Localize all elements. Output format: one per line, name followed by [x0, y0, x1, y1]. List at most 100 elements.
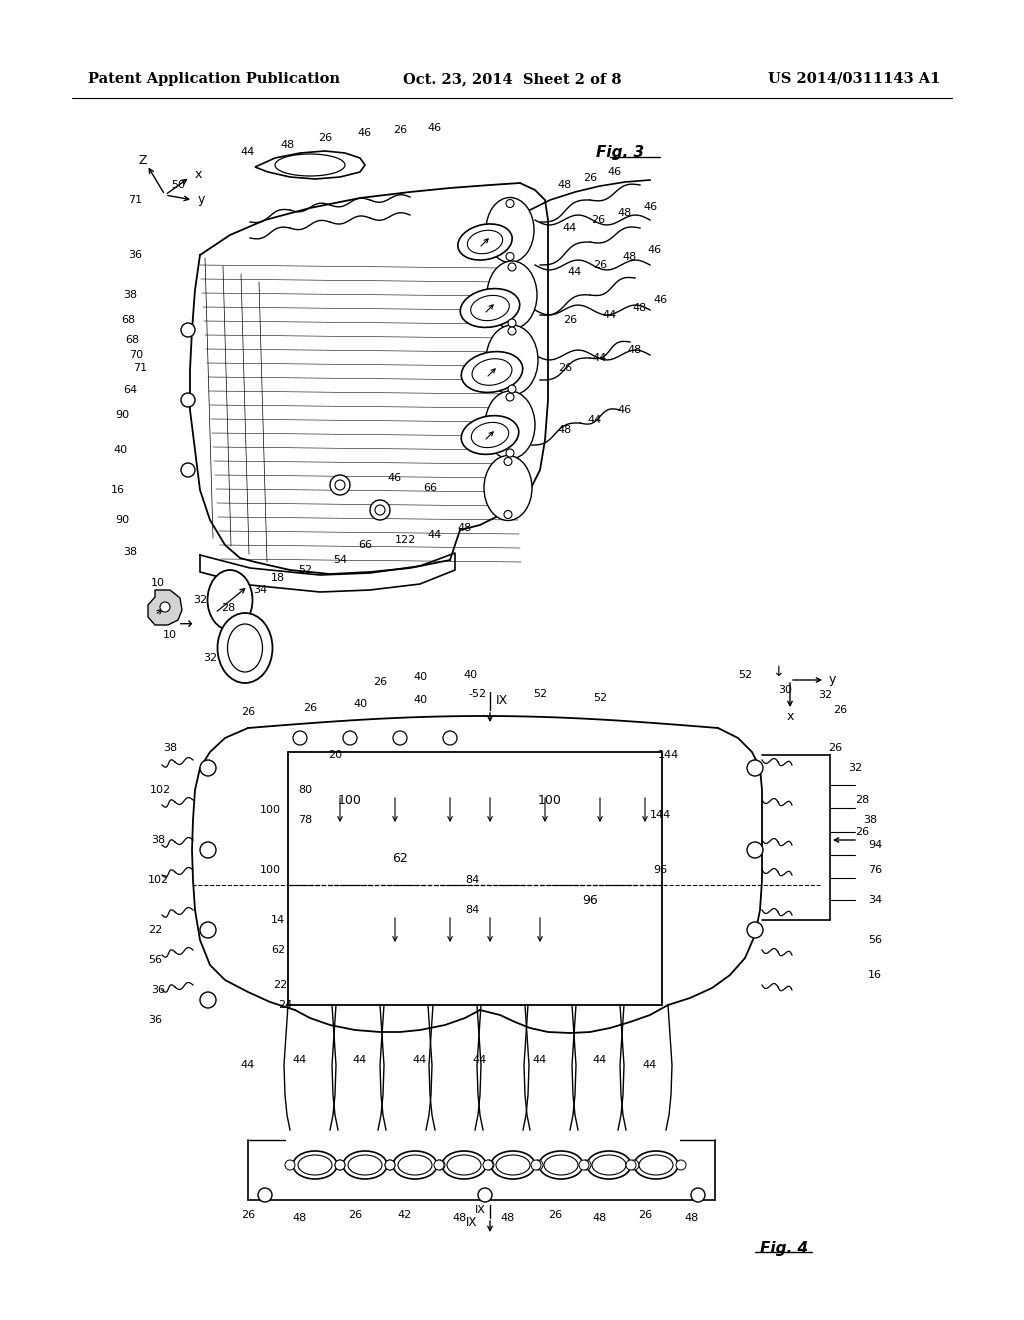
Text: 56: 56	[868, 935, 882, 945]
Text: 90: 90	[115, 515, 129, 525]
Ellipse shape	[544, 1155, 578, 1175]
Ellipse shape	[490, 1151, 535, 1179]
Text: 46: 46	[617, 405, 632, 414]
Text: x: x	[786, 710, 794, 723]
Text: 48: 48	[453, 1213, 467, 1224]
Circle shape	[508, 385, 516, 393]
Text: 44: 44	[413, 1055, 427, 1065]
Text: x: x	[195, 169, 203, 181]
Circle shape	[506, 252, 514, 260]
Text: 50: 50	[171, 180, 185, 190]
Circle shape	[746, 760, 763, 776]
Ellipse shape	[472, 359, 512, 385]
Text: 52: 52	[532, 689, 547, 700]
Text: 100: 100	[538, 793, 562, 807]
Text: 48: 48	[623, 252, 637, 261]
Ellipse shape	[634, 1151, 678, 1179]
Ellipse shape	[471, 296, 509, 321]
Text: 38: 38	[163, 743, 177, 752]
Text: 144: 144	[649, 810, 671, 820]
Text: IX: IX	[474, 1205, 485, 1214]
Ellipse shape	[587, 1151, 631, 1179]
Circle shape	[506, 393, 514, 401]
Text: 46: 46	[388, 473, 402, 483]
Circle shape	[293, 731, 307, 744]
Text: 71: 71	[128, 195, 142, 205]
Text: 38: 38	[151, 836, 165, 845]
Text: 26: 26	[558, 363, 572, 374]
Text: 102: 102	[150, 785, 171, 795]
Ellipse shape	[393, 1151, 437, 1179]
Ellipse shape	[592, 1155, 626, 1175]
Text: 48: 48	[633, 304, 647, 313]
Text: 68: 68	[121, 315, 135, 325]
Circle shape	[478, 1188, 492, 1203]
Circle shape	[330, 475, 350, 495]
Text: Oct. 23, 2014  Sheet 2 of 8: Oct. 23, 2014 Sheet 2 of 8	[402, 73, 622, 86]
Text: 22: 22	[272, 979, 287, 990]
Text: 40: 40	[113, 445, 127, 455]
Ellipse shape	[460, 289, 520, 327]
Text: 46: 46	[358, 128, 372, 139]
Text: 26: 26	[828, 743, 842, 752]
Text: 48: 48	[293, 1213, 307, 1224]
Circle shape	[534, 1160, 543, 1170]
Text: 44: 44	[643, 1060, 657, 1071]
Text: 48: 48	[501, 1213, 515, 1224]
Text: 100: 100	[259, 865, 281, 875]
Text: 44: 44	[241, 1060, 255, 1071]
Circle shape	[691, 1188, 705, 1203]
Text: 64: 64	[123, 385, 137, 395]
Text: 44: 44	[588, 414, 602, 425]
Text: 44: 44	[563, 223, 578, 234]
Text: 26: 26	[855, 828, 869, 837]
Text: 38: 38	[863, 814, 878, 825]
Circle shape	[370, 500, 390, 520]
Text: 70: 70	[129, 350, 143, 360]
Ellipse shape	[486, 198, 534, 263]
Ellipse shape	[293, 1151, 337, 1179]
Text: 26: 26	[591, 215, 605, 224]
Text: 22: 22	[147, 925, 162, 935]
Text: 40: 40	[413, 672, 427, 682]
Ellipse shape	[208, 570, 253, 630]
Text: 96: 96	[582, 894, 598, 907]
Ellipse shape	[486, 325, 538, 395]
Text: 76: 76	[868, 865, 882, 875]
Text: 44: 44	[473, 1055, 487, 1065]
Text: 28: 28	[241, 660, 255, 671]
Text: 26: 26	[373, 677, 387, 686]
Text: 36: 36	[128, 249, 142, 260]
Text: 26: 26	[583, 173, 597, 183]
Ellipse shape	[217, 612, 272, 682]
Text: 26: 26	[393, 125, 408, 135]
Text: 44: 44	[428, 531, 442, 540]
Text: 16: 16	[111, 484, 125, 495]
Circle shape	[508, 263, 516, 271]
Text: Fig. 3: Fig. 3	[596, 144, 644, 160]
Text: 42: 42	[398, 1210, 412, 1220]
Text: 48: 48	[593, 1213, 607, 1224]
Circle shape	[508, 327, 516, 335]
Text: 48: 48	[558, 425, 572, 436]
Ellipse shape	[348, 1155, 382, 1175]
Text: Z: Z	[138, 153, 147, 166]
Text: 26: 26	[563, 315, 578, 325]
Circle shape	[285, 1160, 295, 1170]
Text: 26: 26	[593, 260, 607, 271]
Circle shape	[746, 842, 763, 858]
Text: →: →	[178, 616, 191, 634]
Circle shape	[504, 511, 512, 519]
Ellipse shape	[487, 261, 537, 329]
Text: y: y	[198, 194, 206, 206]
Text: 24: 24	[278, 1001, 292, 1010]
Text: 28: 28	[855, 795, 869, 805]
Text: 44: 44	[293, 1055, 307, 1065]
Circle shape	[385, 1160, 395, 1170]
Text: 38: 38	[123, 546, 137, 557]
Text: 96: 96	[653, 865, 667, 875]
Text: 52: 52	[298, 565, 312, 576]
Ellipse shape	[461, 416, 519, 454]
Text: 26: 26	[241, 1210, 255, 1220]
Circle shape	[443, 731, 457, 744]
